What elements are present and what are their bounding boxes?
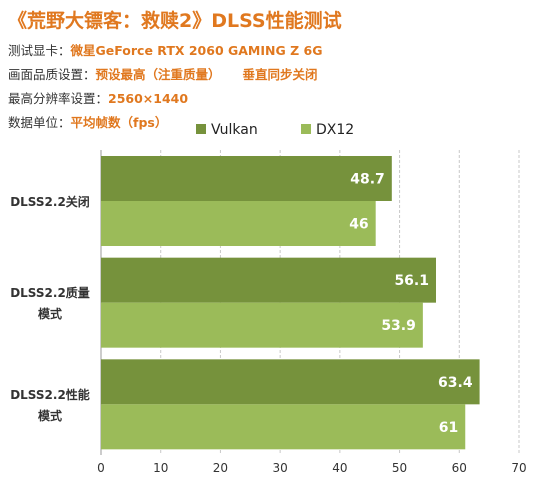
bar [101, 257, 436, 303]
legend-swatch [301, 124, 311, 134]
resolution-info: 最高分辨率设置：2560×1440 [8, 88, 188, 107]
data-label: 53.9 [381, 318, 416, 334]
gpu-info: 测试显卡：微星GeForce RTX 2060 GAMING Z 6G [8, 40, 322, 59]
resolution-label: 最高分辨率设置： [8, 91, 109, 106]
x-tick-label: 10 [153, 461, 168, 475]
data-label: 61 [439, 420, 458, 436]
category-label: DLSS2.2关闭 [10, 194, 90, 209]
x-tick-label: 30 [273, 461, 288, 475]
x-tick-label: 60 [452, 461, 467, 475]
bar [101, 302, 423, 348]
data-label: 48.7 [350, 172, 385, 188]
category-label: 模式 [38, 408, 62, 423]
legend-label: DX12 [316, 122, 354, 138]
data-label: 63.4 [438, 375, 473, 391]
bar [101, 201, 376, 246]
bar [101, 404, 466, 450]
x-tick-label: 0 [97, 461, 105, 475]
x-tick-label: 40 [332, 461, 347, 475]
unit-label: 数据单位： [8, 115, 71, 130]
bar [101, 156, 392, 201]
x-tick-label: 70 [511, 461, 526, 475]
vsync-value: 垂直同步关闭 [242, 67, 318, 82]
category-label: 模式 [38, 306, 62, 321]
data-label: 46 [349, 217, 368, 233]
data-label: 56.1 [394, 273, 429, 289]
bar [101, 359, 480, 405]
x-tick-label: 50 [392, 461, 407, 475]
legend-label: Vulkan [211, 122, 258, 138]
chart-title: 《荒野大镖客：救赎2》DLSS性能测试 [8, 10, 342, 32]
quality-info: 画面品质设置：预设最高（注重质量） 垂直同步关闭 [8, 64, 318, 83]
unit-info: 数据单位：平均帧数（fps） [8, 112, 167, 131]
category-label: DLSS2.2性能 [10, 387, 90, 402]
gpu-value: 微星GeForce RTX 2060 GAMING Z 6G [70, 43, 323, 58]
quality-value: 预设最高（注重质量） [95, 67, 221, 82]
gpu-label: 测试显卡： [8, 43, 71, 58]
resolution-value: 2560×1440 [108, 91, 189, 106]
unit-value: 平均帧数（fps） [70, 115, 168, 130]
x-tick-label: 20 [213, 461, 228, 475]
quality-label: 画面品质设置： [8, 67, 96, 82]
legend-swatch [196, 124, 206, 134]
category-label: DLSS2.2质量 [10, 285, 90, 300]
